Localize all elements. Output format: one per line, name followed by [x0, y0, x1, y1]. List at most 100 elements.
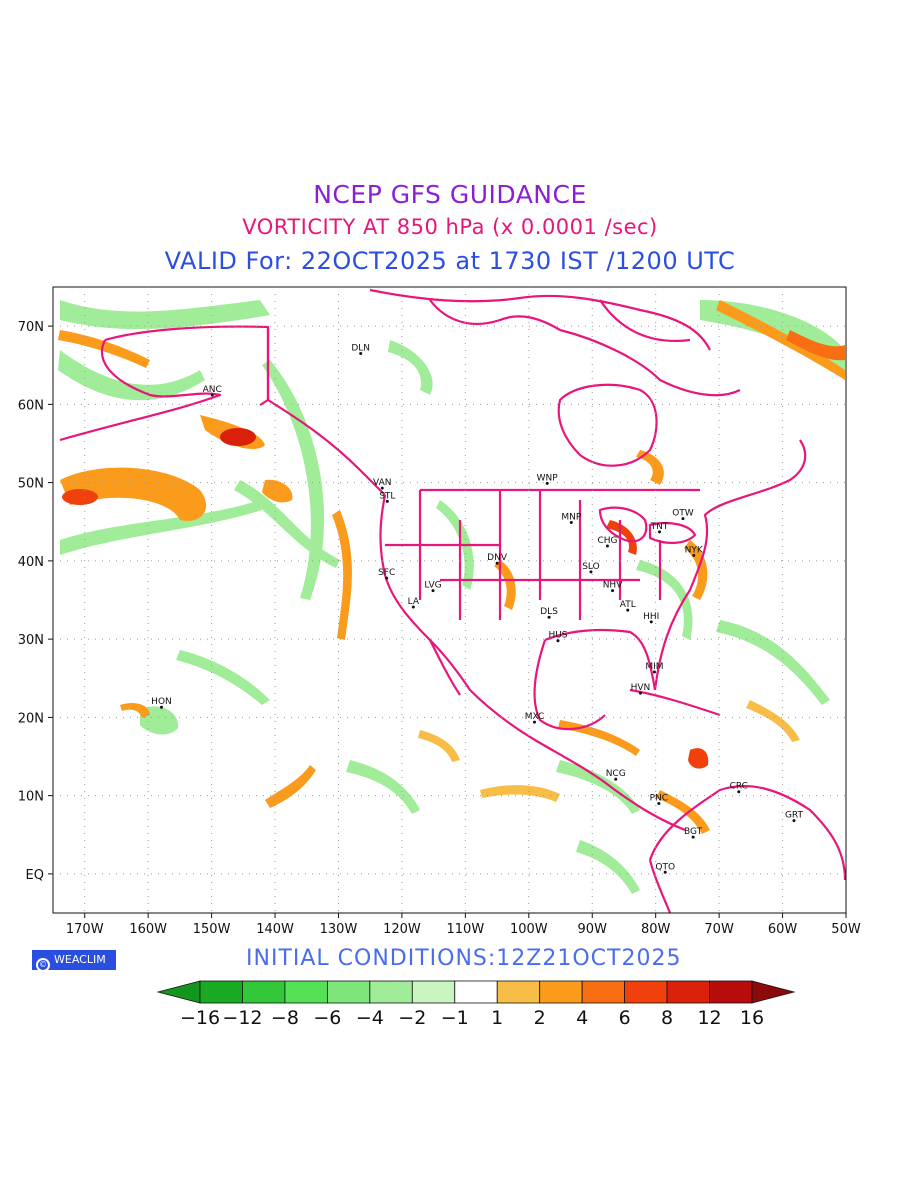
station-label-mxc: MXC	[525, 712, 545, 722]
station-dot	[663, 870, 667, 874]
colorbar-segment	[454, 980, 498, 1004]
lat-label: 70N	[18, 320, 44, 335]
station-dot	[626, 608, 630, 612]
station-dot	[385, 576, 389, 580]
colorbar-label: −12	[222, 1007, 262, 1029]
colorbar-label: −8	[271, 1007, 299, 1029]
colorbar-label: 4	[576, 1007, 588, 1029]
station-label-atl: ATL	[620, 600, 636, 610]
lat-label: 20N	[18, 711, 44, 726]
station-label-van: VAN	[373, 478, 391, 488]
station-dot	[547, 615, 551, 619]
station-label-hon: HON	[151, 697, 172, 707]
lon-label: 150W	[193, 922, 231, 937]
colorbar-label: 2	[534, 1007, 546, 1029]
station-dot	[589, 570, 593, 574]
station-label-mnp: MNP	[561, 513, 581, 523]
colorbar-segment	[199, 980, 243, 1004]
station-label-wnp: WNP	[537, 473, 559, 483]
vorticity-field	[58, 300, 845, 894]
station-label-slo: SLO	[582, 562, 600, 572]
lon-label: 70W	[704, 922, 734, 937]
lon-label: 120W	[383, 922, 421, 937]
station-dot	[159, 705, 163, 709]
colorbar-segment	[539, 980, 583, 1004]
station-dot	[411, 605, 415, 609]
lat-label: 10N	[18, 790, 44, 805]
copyright-icon: ©	[36, 958, 50, 972]
colorbar-segment	[326, 980, 371, 1004]
graticule	[53, 287, 846, 913]
lon-label: 60W	[768, 922, 798, 937]
station-dot	[385, 499, 389, 503]
station-label-sfc: SFC	[378, 568, 395, 578]
colorbar-label: 8	[661, 1007, 673, 1029]
station-label-hvn: HVN	[631, 683, 651, 693]
station-dot	[611, 589, 615, 593]
weaclim-badge: © WEACLIM	[32, 950, 116, 972]
station-dot	[556, 639, 560, 643]
brand-label: WEACLIM	[54, 953, 106, 966]
station-label-chg: CHG	[597, 536, 617, 546]
colorbar-segment	[242, 980, 286, 1004]
station-label-lvg: LVG	[424, 581, 441, 591]
lon-label: 160W	[129, 922, 167, 937]
lon-label: 110W	[447, 922, 485, 937]
lat-label: EQ	[26, 868, 44, 883]
station-label-dln: DLN	[351, 344, 370, 354]
station-label-mim: MIM	[645, 662, 663, 672]
valid-time: VALID For: 22OCT2025 at 1730 IST /1200 U…	[164, 247, 736, 275]
station-label-stl: STL	[379, 491, 395, 501]
station-dot	[691, 835, 695, 839]
colorbar-segment	[624, 980, 668, 1004]
station-dot	[649, 620, 653, 624]
station-dot	[495, 561, 499, 565]
boundaries	[59, 288, 846, 913]
map-title: NCEP GFS GUIDANCE	[313, 180, 587, 209]
colorbar-label: −6	[313, 1007, 341, 1029]
colorbar-label: −4	[356, 1007, 384, 1029]
lat-label: 50N	[18, 477, 44, 492]
station-label-dnv: DNV	[487, 553, 508, 563]
station-label-nyk: NYK	[685, 545, 704, 555]
station-dot	[657, 530, 661, 534]
colorbar-segment	[581, 980, 626, 1004]
station-label-qto: QTO	[655, 862, 675, 872]
colorbar-label: −1	[441, 1007, 469, 1029]
station-dot	[569, 521, 573, 525]
lat-label: 60N	[18, 398, 44, 413]
station-dot	[380, 486, 384, 490]
station-dot	[737, 790, 741, 794]
station-label-anc: ANC	[203, 385, 222, 395]
station-dot	[545, 481, 549, 485]
colorbar-segment	[496, 980, 541, 1004]
station-label-grt: GRT	[785, 811, 804, 821]
colorbar-segment	[709, 980, 753, 1004]
latitude-labels: 70N 60N 50N 40N 30N 20N 10N EQ	[18, 320, 53, 883]
longitude-labels: 170W 160W 150W 140W 130W 120W 110W 100W 90W 80W 70…	[66, 913, 861, 937]
station-dot	[792, 819, 796, 823]
station-dot	[652, 670, 656, 674]
station-dot	[681, 517, 685, 521]
lon-label: 170W	[66, 922, 104, 937]
lat-label: 40N	[18, 555, 44, 570]
colorbar-label: 6	[619, 1007, 631, 1029]
station-label-ncg: NCG	[606, 769, 626, 779]
station-dot	[533, 720, 537, 724]
station-label-crc: CRC	[730, 782, 748, 792]
colorbar-label: 16	[740, 1007, 764, 1029]
colorbar-arrow-left	[156, 980, 201, 1004]
plot-frame	[52, 286, 847, 914]
colorbar-label: 12	[697, 1007, 721, 1029]
station-label-pnc: PNC	[650, 793, 668, 803]
station-dot	[657, 801, 661, 805]
station-label-otw: OTW	[672, 509, 694, 519]
station-dot	[210, 393, 214, 397]
lon-label: 130W	[320, 922, 358, 937]
station-dot	[605, 544, 609, 548]
colorbar-segment	[666, 980, 710, 1004]
colorbar-segment	[369, 980, 413, 1004]
station-label-hus: HUS	[548, 631, 567, 641]
